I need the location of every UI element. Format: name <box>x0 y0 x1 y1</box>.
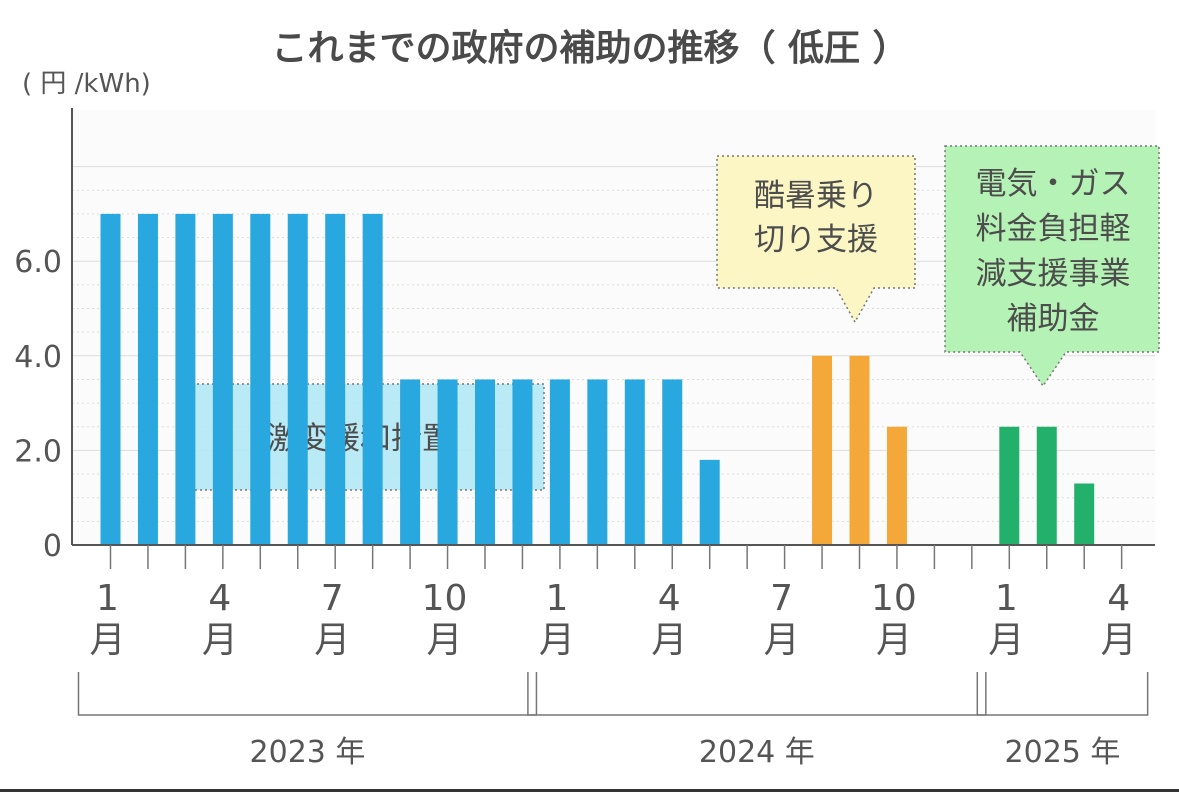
x-tick-label-month: 7 <box>321 578 344 619</box>
bar-2024-09-series-1 <box>849 355 870 545</box>
x-tick-label-month: 4 <box>208 578 231 619</box>
y-tick-label: 2.0 <box>14 434 62 469</box>
y-unit-label: ( 円 /kWh) <box>22 69 151 99</box>
year-label: 2023 年 <box>250 735 366 770</box>
callout-text: 切り支援 <box>754 222 878 258</box>
bar-2024-10-series-1 <box>886 426 907 545</box>
x-tick-label-month: 1 <box>995 578 1018 619</box>
chart-title: これまでの政府の補助の推移（ 低圧 ） <box>271 27 908 69</box>
x-tick-label-unit: 月 <box>1101 620 1137 661</box>
bar-2025-02-series-2 <box>1036 426 1057 545</box>
callout-box <box>944 145 1160 388</box>
year-bracket <box>77 672 538 716</box>
bar-2024-05-series-0 <box>699 459 720 545</box>
bar-2023-01-series-0 <box>100 213 121 545</box>
bar-2024-01-series-0 <box>549 379 570 545</box>
year-bracket <box>976 672 1149 716</box>
y-tick-label: 6.0 <box>14 245 62 280</box>
x-tick-label-unit: 月 <box>988 620 1024 661</box>
bar-2024-02-series-0 <box>587 379 608 545</box>
callout-text: 料金負担軽 <box>976 211 1131 247</box>
bar-2023-09-series-0 <box>400 379 421 545</box>
bars <box>100 213 1095 545</box>
bar-2025-03-series-2 <box>1074 483 1095 545</box>
x-tick-label-month: 10 <box>871 578 917 619</box>
x-tick-label-unit: 月 <box>651 620 687 661</box>
bar-2024-08-series-1 <box>812 355 833 545</box>
x-tick-label-unit: 月 <box>314 620 350 661</box>
bar-2023-03-series-0 <box>175 213 196 545</box>
y-tick-label: 4.0 <box>14 340 62 375</box>
year-label: 2024 年 <box>699 735 815 770</box>
x-tick-label-unit: 月 <box>427 620 463 661</box>
bottom-divider <box>0 789 1179 792</box>
x-tick-label-unit: 月 <box>202 620 238 661</box>
bar-2023-02-series-0 <box>137 213 158 545</box>
x-tick-label-month: 7 <box>770 578 793 619</box>
y-tick-label: 0 <box>43 529 62 564</box>
bar-2023-10-series-0 <box>437 379 458 545</box>
callout-text: 酷暑乗り <box>754 178 878 214</box>
y-ticks: 0 2.0 4.0 6.0 <box>14 245 62 564</box>
x-tick-label-month: 10 <box>422 578 468 619</box>
x-tick-label-month: 4 <box>1107 578 1130 619</box>
bar-2024-04-series-0 <box>662 379 683 545</box>
bar-2023-08-series-0 <box>362 213 383 545</box>
bar-2023-12-series-0 <box>512 379 533 545</box>
x-tick-label-month: 1 <box>96 578 119 619</box>
bar-2023-05-series-0 <box>250 213 271 545</box>
x-tick-label-month: 4 <box>658 578 681 619</box>
year-label: 2025 年 <box>1005 735 1121 770</box>
bar-2023-07-series-0 <box>325 213 346 545</box>
bar-2023-04-series-0 <box>212 213 233 545</box>
bar-2023-06-series-0 <box>287 213 308 545</box>
x-tick-label-unit: 月 <box>764 620 800 661</box>
year-brackets: 2023 年 2024 年 2025 年 <box>77 672 1149 770</box>
bar-2025-01-series-2 <box>999 426 1020 545</box>
x-tick-label-unit: 月 <box>539 620 575 661</box>
callout-text: 補助金 <box>1007 301 1100 337</box>
callout-box <box>716 155 916 324</box>
bar-2023-11-series-0 <box>475 379 495 545</box>
callout-text: 電気・ガス <box>976 166 1131 202</box>
axes <box>71 108 1155 569</box>
callout-text: 減支援事業 <box>976 256 1131 292</box>
x-tick-label-unit: 月 <box>876 620 912 661</box>
x-tick-label-unit: 月 <box>89 620 125 661</box>
year-bracket <box>527 672 987 716</box>
bar-2024-03-series-0 <box>624 379 645 545</box>
x-tick-label-month: 1 <box>545 578 568 619</box>
